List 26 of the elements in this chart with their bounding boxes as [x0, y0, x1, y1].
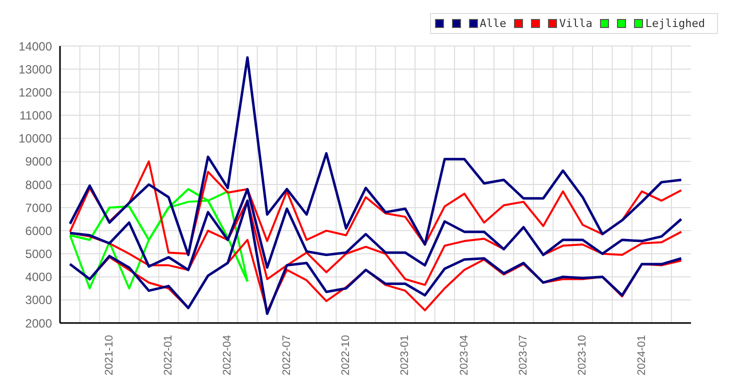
- legend-label: Villa: [559, 17, 592, 30]
- y-tick-label: 8000: [25, 178, 52, 192]
- y-tick-label: 3000: [25, 293, 52, 308]
- y-tick-label: 12000: [18, 85, 52, 100]
- y-tick-label: 4000: [25, 270, 52, 284]
- x-tick-label: 2022-04: [222, 335, 234, 376]
- x-tick-label: 2023-01: [399, 335, 412, 376]
- x-tick-label: 2022-07: [280, 335, 293, 376]
- y-tick-label: 6000: [25, 224, 52, 238]
- x-tick-label: 2023-04: [458, 335, 470, 376]
- x-tick-label: 2023-07: [518, 335, 530, 376]
- x-tick-label: 2024-01: [636, 335, 648, 376]
- y-tick-label: 5000: [25, 247, 52, 262]
- y-tick-label: 10000: [18, 132, 52, 146]
- legend-label: Alle: [480, 17, 506, 30]
- y-tick-label: 9000: [25, 154, 52, 169]
- legend-label: Lejlighed: [645, 17, 705, 30]
- y-tick-label: 14000: [18, 39, 52, 54]
- y-tick-label: 7000: [25, 200, 52, 215]
- x-tick-label: 2022-10: [340, 335, 352, 376]
- x-tick-label: 2021-10: [103, 335, 116, 376]
- y-tick-label: 2000: [25, 316, 52, 330]
- x-tick-label: 2023-10: [576, 335, 589, 376]
- y-tick-label: 13000: [18, 62, 52, 76]
- y-tick-label: 11000: [20, 108, 52, 123]
- x-tick-label: 2022-01: [162, 335, 175, 376]
